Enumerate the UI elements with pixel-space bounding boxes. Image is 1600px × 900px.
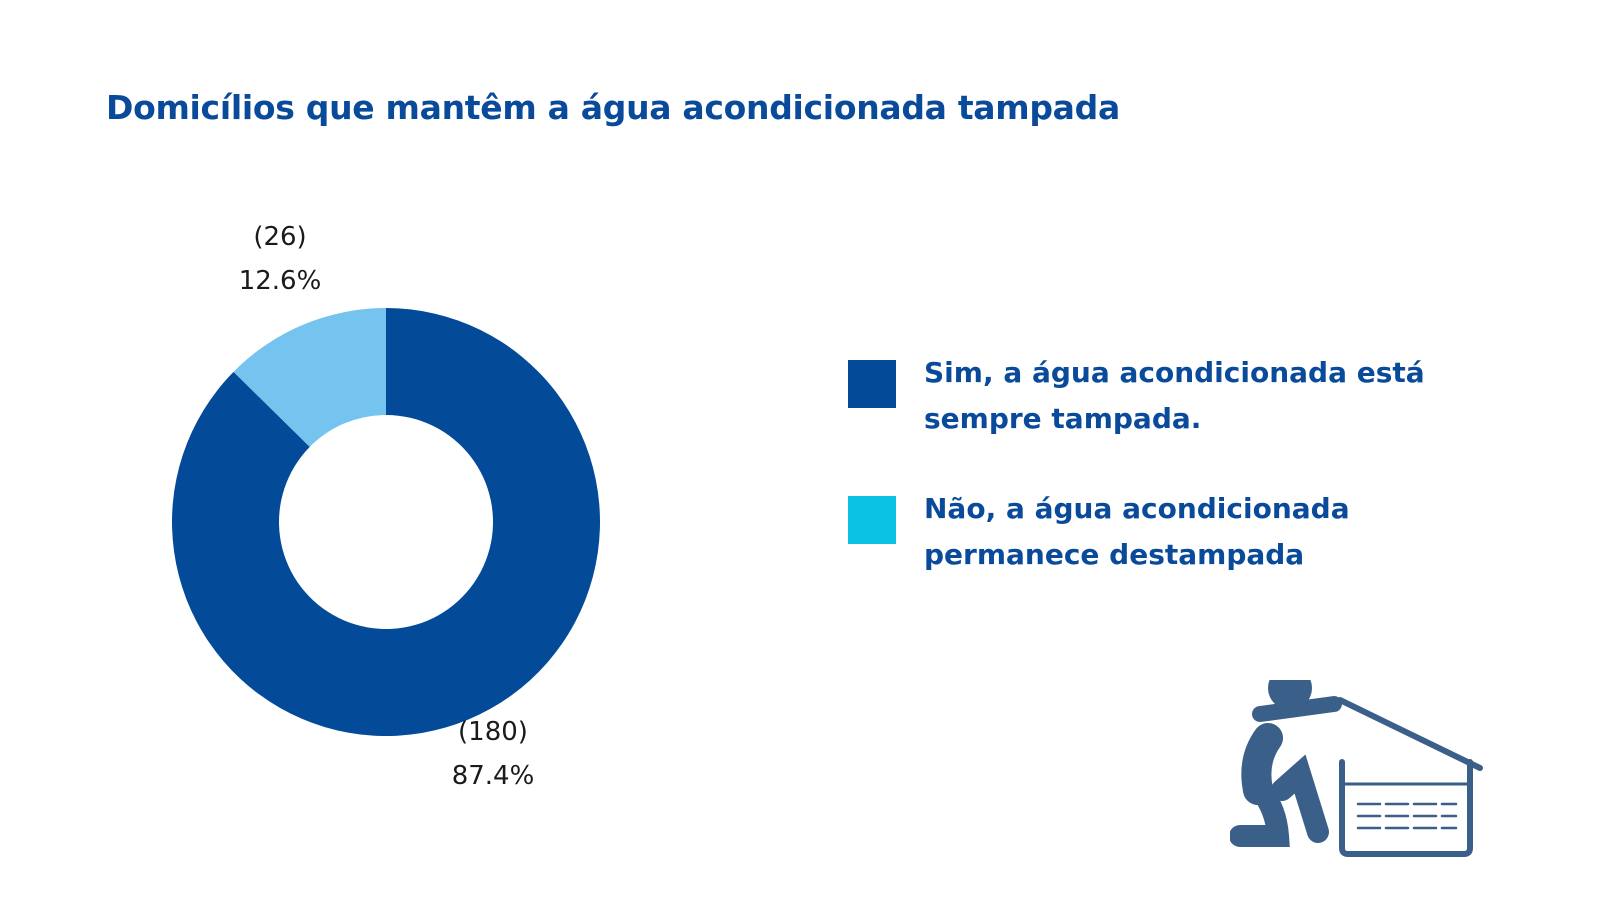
- person-covering-water-tank-icon: [1230, 680, 1483, 857]
- legend-swatch-sim: [848, 360, 896, 408]
- slice-percent-label-sim: 87.4%: [452, 761, 535, 791]
- legend-item-sim: Sim, a água acondicionada está sempre ta…: [848, 350, 1488, 442]
- slice-sim: [171, 308, 600, 736]
- legend: Sim, a água acondicionada está sempre ta…: [848, 350, 1488, 622]
- slice-percent-label-nao: 12.6%: [239, 266, 322, 296]
- slice-count-label-sim: (180): [458, 717, 528, 747]
- legend-swatch-nao: [848, 496, 896, 544]
- slice-nao: [233, 308, 386, 447]
- slice-count-label-nao: (26): [253, 222, 306, 252]
- donut-chart: (180) 87.4% (26) 12.6%: [171, 222, 600, 791]
- legend-label-nao: Não, a água acondicionada permanece dest…: [924, 492, 1350, 571]
- legend-item-nao: Não, a água acondicionada permanece dest…: [848, 486, 1488, 578]
- legend-label-sim: Sim, a água acondicionada está sempre ta…: [924, 356, 1425, 435]
- chart-title: Domicílios que mantêm a água acondiciona…: [106, 88, 1120, 127]
